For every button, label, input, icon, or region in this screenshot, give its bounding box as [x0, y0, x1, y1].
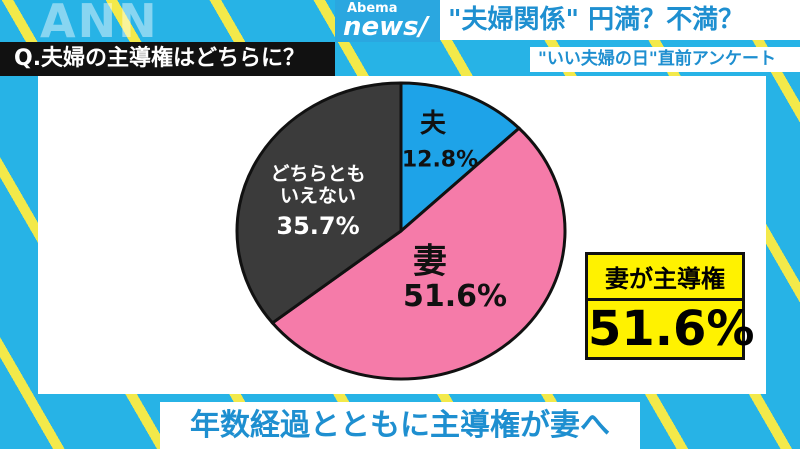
callout-value: 51.6% [588, 301, 755, 357]
subheadline: "いい夫婦の日"直前アンケート [530, 47, 800, 72]
chart-title: Q.夫婦の主導権はどちらに？ [0, 42, 335, 76]
pie-slice [270, 126, 567, 381]
logo: Abema news/ [335, 0, 440, 42]
logo-main: news/ [343, 12, 429, 42]
callout: 妻が主導権 51.6% [585, 252, 755, 360]
pie-slice [399, 81, 522, 235]
logo-top: Abema [347, 1, 398, 16]
pie-slice [235, 81, 403, 325]
watermark: ANN [40, 0, 159, 48]
slice-category-label: 夫 [419, 109, 447, 140]
headline: "夫婦関係" 円満？不満？ [440, 0, 800, 40]
callout-label: 妻が主導権 [588, 259, 742, 301]
slice-category-label: どちらとも いえない [270, 163, 366, 207]
slice-category-label: 妻 [413, 241, 447, 282]
caption: 年数経過とともに主導権が妻へ [160, 402, 640, 449]
slice-value-label: 35.7% [276, 212, 360, 241]
slice-value-label: 51.6% [402, 278, 508, 314]
slice-value-label: 12.8% [401, 147, 479, 173]
